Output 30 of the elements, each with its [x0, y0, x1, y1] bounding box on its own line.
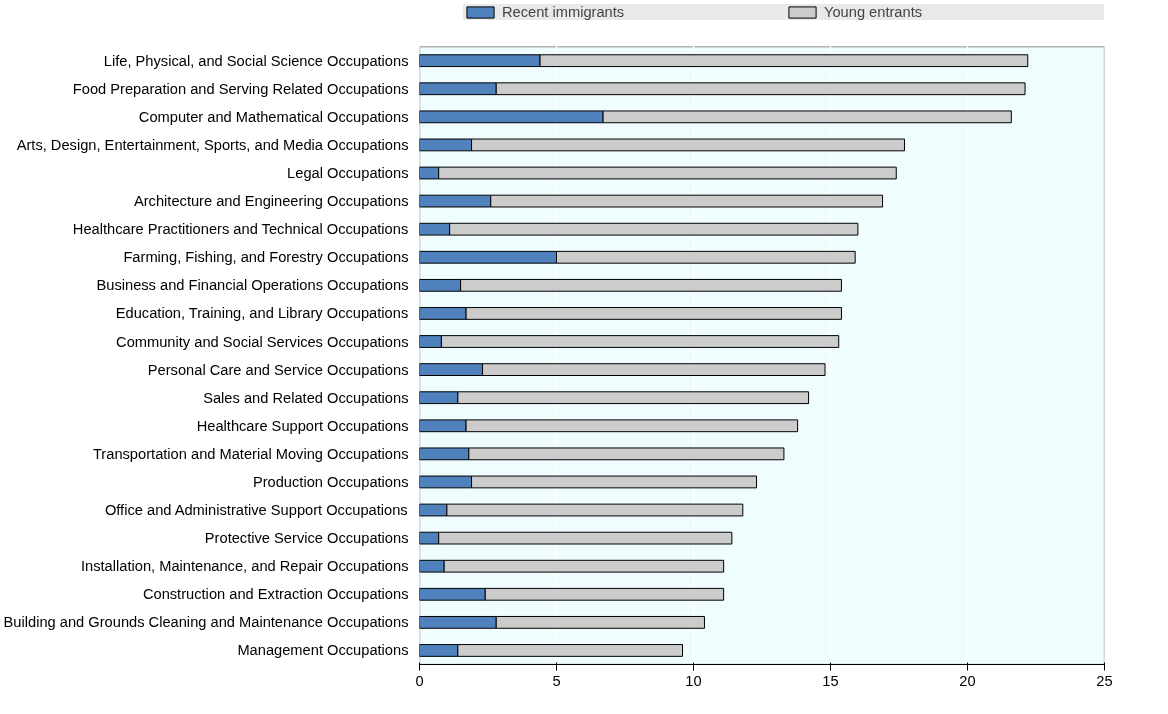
legend-label: Young entrants — [824, 4, 924, 20]
x-tick-label: 0 — [415, 672, 424, 689]
y-tick-label: Community and Social Services Occupations — [116, 333, 409, 350]
y-tick-label: Office and Administrative Support Occupations — [104, 502, 408, 519]
y-tick-label: Management Occupations — [237, 642, 409, 659]
y-tick-label: Healthcare Support Occupations — [196, 417, 409, 434]
x-tick-label: 25 — [1096, 672, 1113, 689]
y-tick-label: Architecture and Engineering Occupations — [133, 193, 409, 210]
y-tick-label: Installation, Maintenance, and Repair Occupations — [80, 558, 409, 575]
y-tick-label: Life, Physical, and Social Science Occupations — [103, 52, 409, 69]
y-tick-label: Construction and Extraction Occupations — [142, 586, 409, 603]
y-tick-label: Arts, Design, Entertainment, Sports, and Media Occupations — [16, 136, 409, 153]
y-tick-label: Education, Training, and Library Occupations — [115, 305, 409, 322]
x-tick-label: 15 — [822, 672, 839, 689]
y-tick-label: Food Preparation and Serving Related Occupations — [72, 80, 409, 97]
y-tick-label: Production Occupations — [252, 473, 409, 490]
legend-label: Recent immigrants — [502, 4, 626, 20]
y-tick-label: Computer and Mathematical Occupations — [138, 108, 409, 125]
x-tick-label: 5 — [552, 672, 561, 689]
x-tick-label: 10 — [685, 672, 702, 689]
y-tick-label: Building and Grounds Cleaning and Maintenance Occupations — [3, 614, 409, 631]
y-tick-label: Farming, Fishing, and Forestry Occupations — [123, 249, 409, 266]
y-tick-label: Business and Financial Operations Occupations — [96, 277, 409, 294]
x-tick-label: 20 — [959, 672, 976, 689]
y-tick-label: Protective Service Occupations — [204, 530, 409, 547]
y-tick-label: Healthcare Practitioners and Technical Occupations — [72, 221, 409, 238]
y-tick-label: Legal Occupations — [287, 165, 409, 182]
y-tick-label: Personal Care and Service Occupations — [147, 361, 409, 378]
y-tick-label: Transportation and Material Moving Occupations — [92, 445, 409, 462]
y-tick-label: Sales and Related Occupations — [203, 389, 409, 406]
